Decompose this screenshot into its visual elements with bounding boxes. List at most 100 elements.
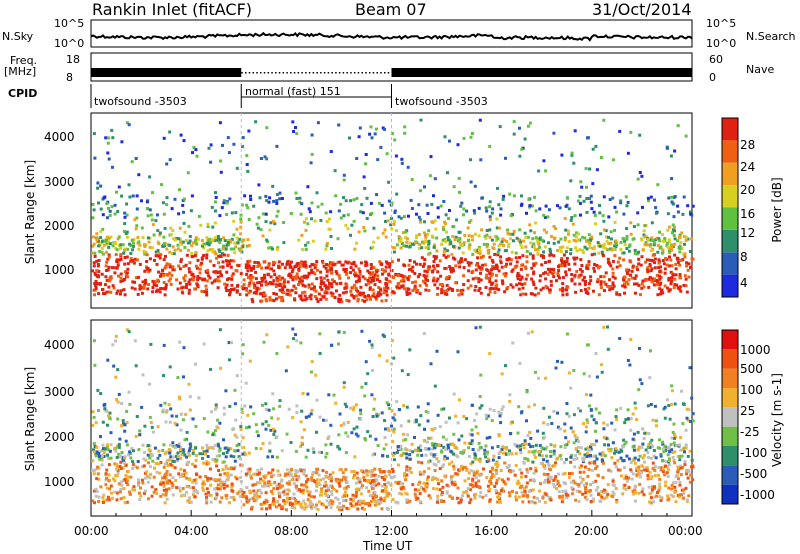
- power-panel-cell: [380, 268, 384, 272]
- velocity-panel-cell: [657, 473, 661, 477]
- velocity-panel-cell: [104, 483, 108, 487]
- power-panel-cell: [445, 275, 449, 279]
- power-panel-cell: [403, 125, 407, 129]
- velocity-panel-cell: [145, 470, 149, 474]
- power-panel-cell: [97, 270, 101, 273]
- power-panel-cell: [402, 231, 405, 235]
- velocity-panel-cell: [586, 474, 590, 478]
- freq-bar-1: [91, 68, 242, 77]
- freq-dot: [346, 72, 348, 74]
- velocity-panel-cell: [488, 500, 492, 504]
- velocity-panel-cell: [384, 486, 388, 490]
- velocity-panel-cell: [342, 475, 346, 479]
- velocity-panel-cell: [484, 413, 488, 417]
- velocity-panel-cell: [554, 461, 557, 465]
- velocity-panel-cell: [627, 417, 630, 421]
- velocity-panel-cell: [478, 459, 482, 463]
- power-panel-cell: [235, 236, 239, 240]
- velocity-panel-cell: [600, 453, 604, 457]
- velocity-panel-cell: [529, 478, 532, 482]
- velocity-panel-cell: [431, 487, 435, 491]
- velocity-panel-cell: [191, 451, 195, 455]
- velocity-panel-cell: [119, 454, 122, 458]
- power-panel-cell: [242, 278, 246, 282]
- velocity-panel-cell: [612, 492, 616, 496]
- noise-tick-top-left: 10^5: [54, 17, 85, 30]
- power-panel-cell: [387, 273, 391, 277]
- power-panel-cell: [599, 282, 603, 286]
- velocity-panel-cell: [643, 431, 647, 435]
- power-panel-cell: [404, 236, 408, 239]
- power-panel-cell: [524, 267, 528, 271]
- velocity-panel-cell: [448, 494, 452, 498]
- velocity-panel-cell: [453, 480, 457, 484]
- power-panel-cell: [275, 144, 279, 148]
- velocity-panel-cell: [683, 463, 687, 467]
- velocity-panel-cell: [594, 407, 598, 411]
- velocity-panel-cell: [505, 465, 509, 469]
- velocity-panel-cell: [275, 455, 279, 459]
- velocity-panel-cell: [393, 418, 397, 422]
- velocity-panel-cell: [534, 469, 538, 473]
- power-panel-cell: [399, 246, 403, 250]
- power-panel-cell: [592, 210, 596, 214]
- velocity-panel-cell: [685, 407, 689, 411]
- power-panel-cell: [564, 270, 568, 274]
- velocity-panel-cell: [164, 462, 167, 466]
- velocity-panel-cell: [387, 403, 391, 407]
- power-panel-cell: [495, 287, 499, 291]
- power-panel-cell: [361, 211, 365, 215]
- velocity-panel-cell: [252, 489, 256, 493]
- power-panel-cell: [329, 291, 333, 295]
- power-panel-cell: [162, 287, 166, 291]
- velocity-panel-cell: [99, 392, 103, 395]
- velocity-panel-cell: [438, 467, 442, 471]
- velocity-panel-cell: [497, 456, 501, 460]
- freq-dot: [376, 72, 378, 74]
- velocity-panel-cell: [646, 451, 650, 455]
- velocity-panel-cell: [616, 468, 620, 472]
- power-panel-cell: [602, 228, 606, 232]
- power-panel-cell: [499, 242, 503, 246]
- power-panel-cell: [619, 240, 623, 244]
- velocity-panel-cell: [93, 501, 96, 505]
- velocity-panel-cell: [156, 425, 160, 429]
- power-panel-cell: [604, 282, 608, 286]
- power-panel-cell: [252, 204, 256, 208]
- power-panel-cell: [474, 263, 478, 267]
- velocity-panel-cell: [351, 408, 355, 412]
- power-panel-cell: [422, 274, 426, 277]
- velocity-panel-cell: [344, 468, 348, 472]
- velocity-panel-cell: [343, 487, 346, 491]
- power-panel-cell: [531, 256, 535, 260]
- power-panel-cell: [187, 288, 191, 292]
- power-panel-cell: [148, 175, 152, 179]
- velocity-panel-cell: [330, 490, 334, 494]
- velocity-panel-cell: [497, 477, 501, 481]
- velocity-panel-cell: [653, 465, 657, 469]
- power-panel-cell: [301, 291, 304, 295]
- velocity-panel-cell: [456, 472, 460, 476]
- power-panel-cell: [325, 291, 329, 295]
- velocity-panel-cell: [641, 487, 645, 491]
- velocity-panel-cell: [135, 466, 139, 470]
- velocity-panel-cell: [260, 491, 263, 495]
- power-panel-cell: [579, 180, 583, 184]
- velocity-panel-cell: [224, 389, 228, 393]
- velocity-panel-cell: [170, 481, 174, 485]
- power-panel-cell: [179, 258, 183, 262]
- velocity-panel-cell: [215, 454, 219, 458]
- velocity-panel-cell: [159, 480, 163, 484]
- velocity-panel-cell: [120, 483, 124, 487]
- power-panel-cell: [302, 264, 306, 268]
- power-panel-cell: [218, 214, 222, 218]
- power-panel-cell: [258, 263, 261, 267]
- power-panel-cell: [569, 179, 573, 183]
- velocity-panel-cell: [552, 449, 556, 453]
- velocity-panel-cell: [317, 450, 321, 454]
- velocity-panel-cell: [127, 453, 130, 457]
- power-panel-cell: [215, 238, 218, 242]
- power-panel-cell: [425, 270, 429, 274]
- velocity-panel-cell: [115, 455, 119, 459]
- power-panel-cell: [608, 198, 612, 201]
